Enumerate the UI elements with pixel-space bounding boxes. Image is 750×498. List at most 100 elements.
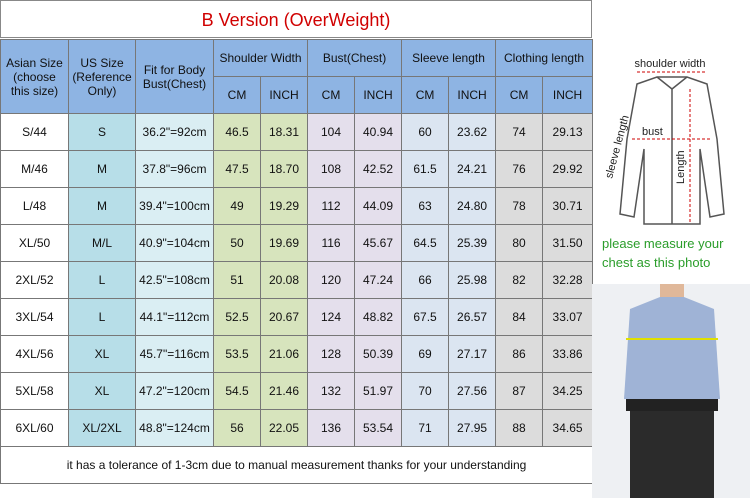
table-cell: 50.39 <box>354 335 403 373</box>
table-cell: 27.95 <box>448 409 497 447</box>
table-cell: 18.31 <box>259 113 309 151</box>
table-cell: XL <box>68 335 136 373</box>
header-cell: Asian Size (choose this size) <box>0 39 69 114</box>
header-group: Shoulder Width <box>212 39 309 77</box>
table-cell: 30.71 <box>542 187 594 225</box>
table-row: Asian Size (choose this size) US Size (Re… <box>0 39 594 114</box>
table-cell: XL/50 <box>0 224 69 262</box>
table-cell: 82 <box>495 261 544 299</box>
table-cell: 34.25 <box>542 372 594 410</box>
table-cell: 34.65 <box>542 409 594 447</box>
table-cell: 19.69 <box>259 224 309 262</box>
table-cell: L/48 <box>0 187 69 225</box>
header-unit: INCH <box>354 76 403 114</box>
table-cell: 2XL/52 <box>0 261 69 299</box>
table-cell: 3XL/54 <box>0 298 69 336</box>
header-unit: CM <box>401 76 450 114</box>
table-cell: 42.52 <box>354 150 403 188</box>
table-cell: 116 <box>307 224 356 262</box>
header-cell: US Size (Reference Only) <box>68 39 136 114</box>
table-cell: 128 <box>307 335 356 373</box>
table-cell: 47.2"=120cm <box>135 372 214 410</box>
header-unit: CM <box>495 76 544 114</box>
table-cell: XL <box>68 372 136 410</box>
table-cell: M/46 <box>0 150 69 188</box>
table-row: CM INCH CM INCH CM INCH CM INCH <box>1 76 594 114</box>
table-cell: XL/2XL <box>68 409 136 447</box>
table-row: 5XL/58 XL 47.2"=120cm 54.5 21.46 132 51.97 70 27… <box>0 372 594 410</box>
table-cell: 31.50 <box>542 224 594 262</box>
table-cell: 61.5 <box>401 150 450 188</box>
table-cell: 53.5 <box>213 335 261 373</box>
table-row: 3XL/54 L 44.1"=112cm 52.5 20.67 124 48.82 67.5 2… <box>0 298 594 336</box>
table-cell: 20.08 <box>259 261 309 299</box>
table-cell: 29.92 <box>542 150 594 188</box>
table-cell: 71 <box>401 409 450 447</box>
table-cell: 50 <box>213 224 261 262</box>
table-cell: 32.28 <box>542 261 594 299</box>
table-cell: 132 <box>307 372 356 410</box>
table-row: M/46 M 37.8"=96cm 47.5 18.70 108 42.52 61.5 24.2… <box>0 150 594 188</box>
table-cell: 63 <box>401 187 450 225</box>
table-cell: 124 <box>307 298 356 336</box>
header-unit: CM <box>213 76 261 114</box>
header-group: Clothing length <box>495 39 594 77</box>
table-cell: 136 <box>307 409 356 447</box>
label-shoulder: shoulder width <box>635 58 706 70</box>
illustration: shoulder width bust sleeve length Length… <box>592 58 750 498</box>
table-cell: M <box>68 187 136 225</box>
label-length: Length <box>675 150 687 184</box>
table-cell: L <box>68 261 136 299</box>
table-cell: 76 <box>495 150 544 188</box>
table-cell: S <box>68 113 136 151</box>
header-unit: INCH <box>259 76 309 114</box>
table-cell: 39.4"=100cm <box>135 187 214 225</box>
table-cell: 69 <box>401 335 450 373</box>
table-row: S/44 S 36.2"=92cm 46.5 18.31 104 40.94 60 23.62 7… <box>0 113 594 151</box>
table-cell: 45.67 <box>354 224 403 262</box>
table-row: XL/50 M/L 40.9"=104cm 50 19.69 116 45.67 64.5 25… <box>0 224 594 262</box>
table-row: it has a tolerance of 1-3cm due to manua… <box>0 446 594 484</box>
table-cell: 48.8"=124cm <box>135 409 214 447</box>
table-cell: 78 <box>495 187 544 225</box>
table-cell: 18.70 <box>259 150 309 188</box>
table-cell: 37.8"=96cm <box>135 150 214 188</box>
table-cell: 22.05 <box>259 409 309 447</box>
table-note: it has a tolerance of 1-3cm due to manua… <box>0 446 594 484</box>
table-cell: S/44 <box>0 113 69 151</box>
table-cell: 54.5 <box>213 372 261 410</box>
label-sleeve: sleeve length <box>603 114 631 180</box>
table-cell: 24.80 <box>448 187 497 225</box>
label-bust: bust <box>642 126 663 138</box>
table-cell: 23.62 <box>448 113 497 151</box>
table-cell: 44.1"=112cm <box>135 298 214 336</box>
table-cell: 84 <box>495 298 544 336</box>
table-cell: 53.54 <box>354 409 403 447</box>
table-cell: 70 <box>401 372 450 410</box>
table-cell: L <box>68 298 136 336</box>
table-cell: 47.24 <box>354 261 403 299</box>
table-cell: 20.67 <box>259 298 309 336</box>
table-cell: 87 <box>495 372 544 410</box>
table-cell: 21.46 <box>259 372 309 410</box>
table-cell: 86 <box>495 335 544 373</box>
table-cell: 33.07 <box>542 298 594 336</box>
table-cell: 112 <box>307 187 356 225</box>
table-cell: 36.2"=92cm <box>135 113 214 151</box>
table-cell: 80 <box>495 224 544 262</box>
table-cell: 45.7"=116cm <box>135 335 214 373</box>
table-cell: 66 <box>401 261 450 299</box>
table-cell: 40.94 <box>354 113 403 151</box>
table-cell: 120 <box>307 261 356 299</box>
table-cell: 51.97 <box>354 372 403 410</box>
header-group: Bust(Chest) <box>307 39 403 77</box>
table-cell: 64.5 <box>401 224 450 262</box>
table-cell: 48.82 <box>354 298 403 336</box>
table-cell: 25.98 <box>448 261 497 299</box>
table-cell: 108 <box>307 150 356 188</box>
caption-box: please measure your chest as this photo <box>602 236 723 270</box>
table-cell: 4XL/56 <box>0 335 69 373</box>
table-cell: 21.06 <box>259 335 309 373</box>
table-cell: 33.86 <box>542 335 594 373</box>
table-cell: 74 <box>495 113 544 151</box>
